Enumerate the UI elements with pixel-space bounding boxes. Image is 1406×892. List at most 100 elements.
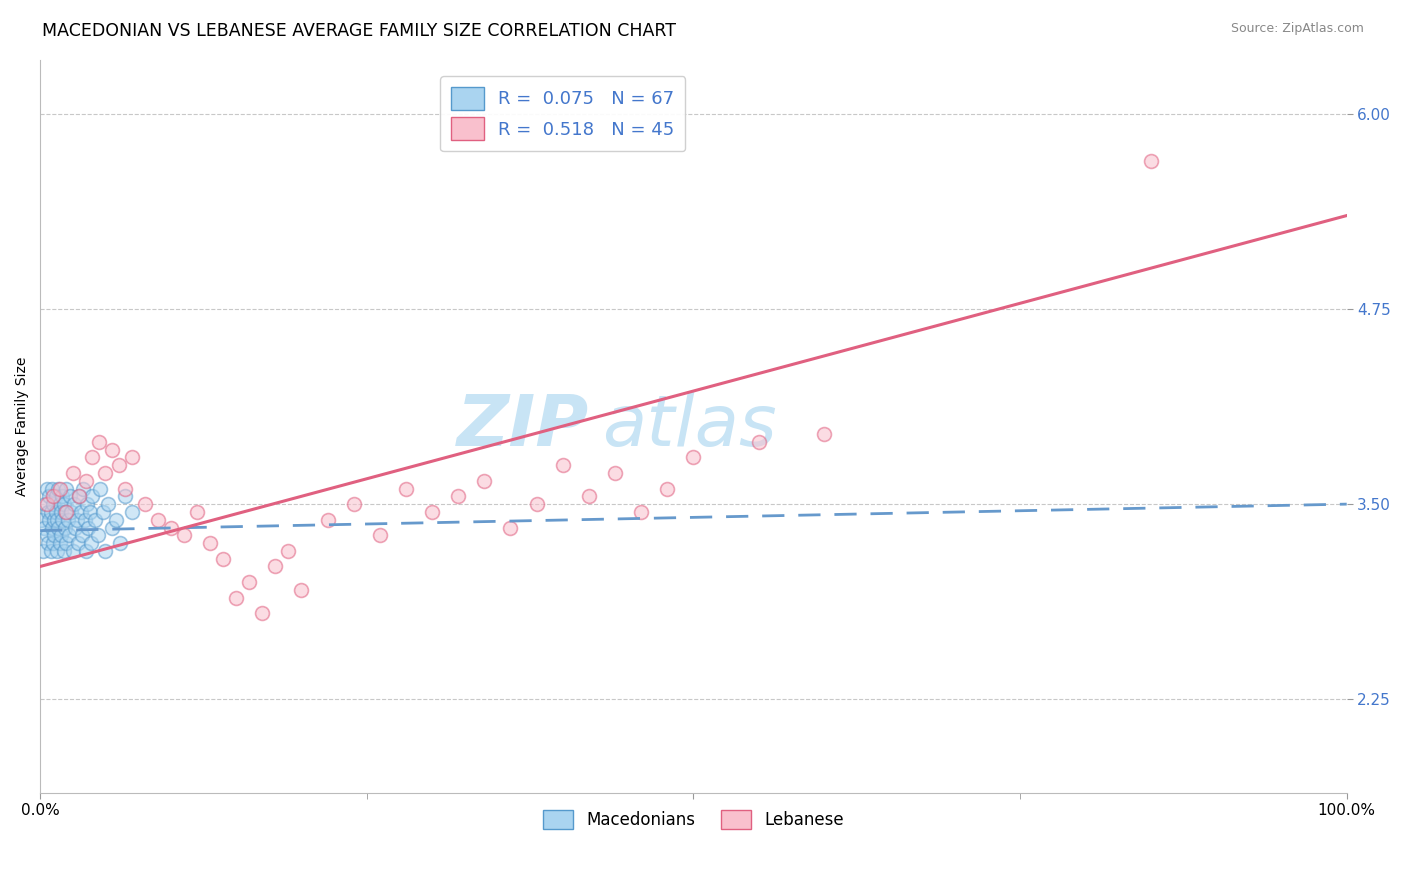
Point	[748, 434, 770, 449]
Point	[813, 426, 835, 441]
Point	[84, 513, 107, 527]
Point	[62, 466, 84, 480]
Point	[252, 607, 274, 621]
Point	[499, 520, 522, 534]
Point	[238, 575, 260, 590]
Point	[225, 591, 247, 605]
Point	[32, 520, 55, 534]
Point	[657, 482, 679, 496]
Point	[38, 489, 60, 503]
Text: Source: ZipAtlas.com: Source: ZipAtlas.com	[1230, 22, 1364, 36]
Point	[682, 450, 704, 465]
Point	[87, 434, 110, 449]
Point	[316, 513, 339, 527]
Point	[66, 536, 89, 550]
Point	[59, 489, 82, 503]
Point	[108, 536, 131, 550]
Point	[91, 505, 114, 519]
Point	[55, 482, 77, 496]
Point	[89, 482, 111, 496]
Point	[41, 520, 63, 534]
Point	[55, 505, 77, 519]
Point	[35, 482, 58, 496]
Point	[630, 505, 652, 519]
Point	[53, 520, 76, 534]
Point	[49, 505, 72, 519]
Point	[41, 482, 63, 496]
Point	[104, 513, 127, 527]
Point	[94, 466, 117, 480]
Point	[101, 442, 124, 457]
Point	[79, 505, 101, 519]
Point	[44, 513, 66, 527]
Point	[48, 482, 70, 496]
Point	[97, 497, 120, 511]
Point	[264, 559, 287, 574]
Point	[49, 528, 72, 542]
Point	[75, 474, 97, 488]
Point	[73, 513, 96, 527]
Point	[343, 497, 366, 511]
Point	[63, 497, 86, 511]
Point	[65, 520, 87, 534]
Point	[38, 513, 60, 527]
Point	[55, 536, 77, 550]
Point	[114, 482, 136, 496]
Point	[526, 497, 548, 511]
Point	[30, 513, 52, 527]
Point	[76, 497, 98, 511]
Point	[48, 536, 70, 550]
Point	[67, 489, 90, 503]
Point	[31, 544, 53, 558]
Point	[121, 450, 143, 465]
Point	[80, 536, 103, 550]
Point	[121, 505, 143, 519]
Y-axis label: Average Family Size: Average Family Size	[15, 357, 30, 496]
Point	[86, 528, 108, 542]
Point	[472, 474, 495, 488]
Point	[39, 505, 62, 519]
Point	[34, 497, 56, 511]
Point	[447, 489, 470, 503]
Point	[42, 497, 65, 511]
Point	[45, 505, 67, 519]
Point	[186, 505, 208, 519]
Point	[107, 458, 129, 472]
Point	[134, 497, 156, 511]
Point	[159, 520, 181, 534]
Point	[48, 482, 70, 496]
Point	[35, 528, 58, 542]
Point	[101, 520, 124, 534]
Point	[395, 482, 418, 496]
Point	[51, 513, 73, 527]
Legend: Macedonians, Lebanese: Macedonians, Lebanese	[537, 803, 851, 836]
Point	[52, 544, 75, 558]
Point	[72, 482, 94, 496]
Point	[44, 528, 66, 542]
Point	[39, 544, 62, 558]
Point	[67, 489, 90, 503]
Point	[368, 528, 391, 542]
Point	[48, 520, 70, 534]
Point	[42, 489, 65, 503]
Point	[56, 513, 79, 527]
Point	[42, 536, 65, 550]
Point	[578, 489, 600, 503]
Point	[82, 450, 104, 465]
Point	[46, 513, 69, 527]
Point	[51, 489, 73, 503]
Text: MACEDONIAN VS LEBANESE AVERAGE FAMILY SIZE CORRELATION CHART: MACEDONIAN VS LEBANESE AVERAGE FAMILY SI…	[42, 22, 676, 40]
Point	[48, 497, 70, 511]
Point	[212, 551, 235, 566]
Point	[146, 513, 169, 527]
Point	[69, 505, 91, 519]
Point	[66, 513, 89, 527]
Point	[198, 536, 221, 550]
Point	[277, 544, 299, 558]
Point	[603, 466, 626, 480]
Point	[173, 528, 195, 542]
Point	[62, 544, 84, 558]
Text: ZIP: ZIP	[457, 392, 589, 460]
Point	[45, 489, 67, 503]
Point	[114, 489, 136, 503]
